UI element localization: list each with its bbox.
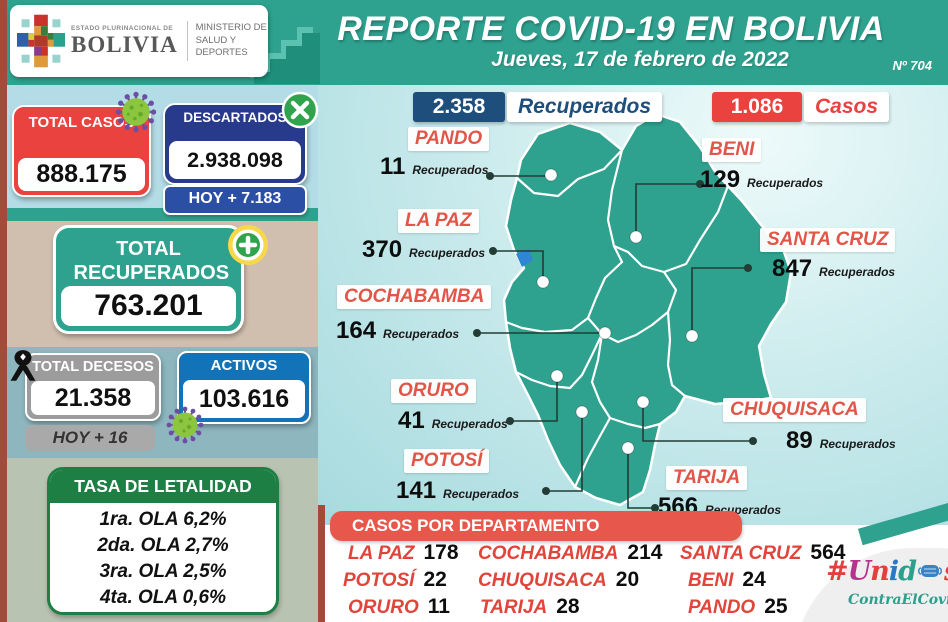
mourning-ribbon-icon [10,350,36,381]
lethality-row: 4ta. OLA 0,6% [99,587,226,608]
map-dots [536,168,699,455]
map-value-santa-cruz: 847 Recuperados [772,255,896,282]
discard-x-icon [281,91,319,129]
deaths-today-pill: HOY + 16 [25,425,155,451]
daily-recovered-label: Recuperados [507,92,663,122]
map-label-potosi: POTOSÍ [404,449,490,473]
case-entry-chuquisaca: CHUQUISACA 20 [478,568,640,591]
campaign-tagline: ContraElCovid [848,592,948,608]
case-entry-la-paz: LA PAZ 178 [348,541,459,564]
map-label-oruro: ORURO [391,379,476,403]
map-value-la-paz: 370 Recuperados [362,236,486,263]
map-value-potosi: 141 Recuperados [396,477,520,504]
logo-divider [186,21,188,61]
map-value-cochabamba: 164 Recuperados [336,317,460,344]
plus-icon [228,225,268,265]
lethality-row: 1ra. OLA 6,2% [99,509,227,530]
department-borders [504,148,730,489]
government-name-block: ESTADO PLURINACIONAL DE BOLIVIA [71,24,178,58]
case-entry-beni: BENI 24 [688,568,766,591]
map-label-la-paz: LA PAZ [398,209,479,233]
map-label-cochabamba: COCHABAMBA [337,285,492,309]
label-dots [473,172,757,512]
total-recovered-value: 763.201 [61,286,236,326]
total-deaths-label: TOTAL DECESOS [32,359,154,375]
lethality-row: 3ra. OLA 2,5% [99,561,227,582]
total-cases-value: 888.175 [18,158,145,191]
daily-cases-value: 1.086 [712,92,802,122]
total-cases-card: TOTAL CASOS 888.175 [12,105,151,197]
unidos-campaign-logo: #Unids [826,556,948,587]
chakana-cross-icon [17,14,65,68]
total-recovered-label: TOTAL RECUPERADOS [73,238,230,284]
report-number: Nº 704 [892,58,932,73]
lake-titicaca-icon [516,249,533,267]
lethality-row: 2da. OLA 2,7% [97,535,229,556]
report-date: Jueves, 17 de febrero de 2022 [491,48,789,71]
discarded-card: DESCARTADOS 2.938.098 [163,103,307,185]
cases-by-department-title: CASOS POR DEPARTAMENTO [330,511,742,541]
map-label-santa-cruz: SANTA CRUZ [760,228,896,252]
report-title: REPORTE COVID-19 EN BOLIVIA [337,10,885,48]
total-deaths-card: TOTAL DECESOS 21.358 [25,353,161,421]
total-cases-label: TOTAL CASOS [28,114,135,131]
case-entry-pando: PANDO 25 [688,595,788,618]
map-value-oruro: 41 Recuperados [398,407,508,434]
leader-lines [477,175,753,509]
virus-icon [115,91,157,133]
map-label-pando: PANDO [408,127,490,151]
active-cases-value: 103.616 [183,380,305,418]
discarded-today-pill: HOY + 7.183 [163,185,307,215]
active-cases-label: ACTIVOS [210,357,278,374]
bolivia-map [473,112,793,512]
map-value-beni: 129 Recuperados [700,166,824,193]
lethality-rate-card: TASA DE LETALIDAD 1ra. OLA 6,2% 2da. OLA… [47,467,279,615]
lethality-title: TASA DE LETALIDAD [50,470,276,503]
virus-icon [166,406,204,444]
discarded-value: 2.938.098 [169,141,301,179]
case-entry-tarija: TARIJA 28 [480,595,580,618]
discarded-label: DESCARTADOS [183,110,287,125]
face-mask-icon [917,565,942,577]
case-entry-potosi: POTOSÍ 22 [343,568,447,591]
daily-cases-label: Casos [804,92,890,122]
map-label-chuquisaca: CHUQUISACA [723,398,866,422]
map-value-pando: 11 Recuperados [380,153,489,180]
case-entry-santa-cruz: SANTA CRUZ 564 [680,541,846,564]
daily-recovered-value: 2.358 [413,92,505,122]
map-label-beni: BENI [702,138,762,162]
government-logo-box: ESTADO PLURINACIONAL DE BOLIVIA MINISTER… [10,5,268,77]
government-small-text: ESTADO PLURINACIONAL DE [71,24,174,32]
map-value-chuquisaca: 89 Recuperados [786,427,896,454]
government-name: BOLIVIA [71,32,178,58]
total-deaths-value: 21.358 [31,381,155,415]
ministry-name: MINISTERIO DE SALUD Y DEPORTES [195,22,267,59]
map-label-tarija: TARIJA [666,466,748,490]
left-edge-strip [0,0,7,622]
total-recovered-card: TOTAL RECUPERADOS 763.201 [53,225,244,334]
middle-edge-strip [318,505,325,622]
case-entry-cochabamba: COCHABAMBA 214 [478,541,663,564]
case-entry-oruro: ORURO 11 [348,595,450,618]
active-cases-card: ACTIVOS 103.616 [177,351,311,424]
